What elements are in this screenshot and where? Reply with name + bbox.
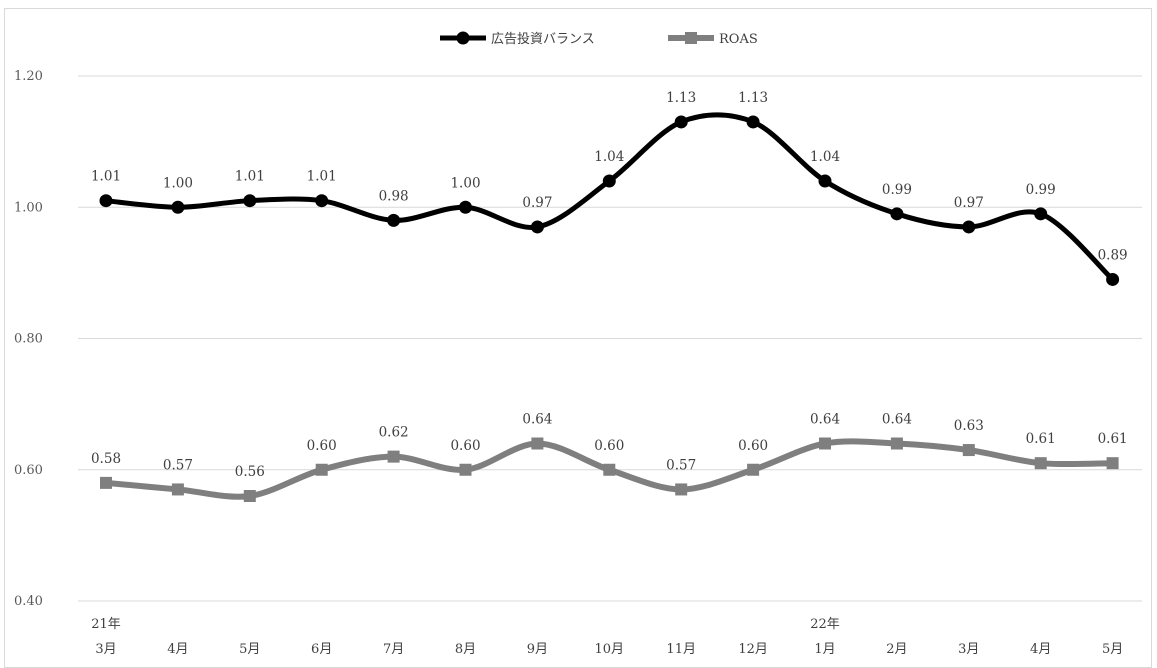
data-label-roas: 0.57 xyxy=(666,457,696,473)
data-point-roas xyxy=(1035,457,1047,469)
data-label-roas: 0.63 xyxy=(954,418,984,434)
data-point-roas xyxy=(747,464,759,476)
data-point-balance xyxy=(531,220,544,233)
legend-marker-roas xyxy=(685,32,697,44)
data-point-roas xyxy=(675,483,687,495)
data-label-balance: 0.99 xyxy=(1026,182,1056,198)
data-label-roas: 0.61 xyxy=(1098,431,1128,447)
x-tick-label: 11月 xyxy=(666,642,696,657)
data-label-roas: 0.62 xyxy=(379,425,409,441)
y-tick-label: 1.00 xyxy=(14,200,43,215)
data-point-balance xyxy=(890,207,903,220)
y-tick-label: 0.60 xyxy=(14,463,43,478)
data-label-roas: 0.60 xyxy=(450,438,480,454)
x-tick-label: 1月 xyxy=(814,642,835,657)
data-point-roas xyxy=(460,464,472,476)
data-label-roas: 0.57 xyxy=(163,457,193,473)
x-tick-label: 3月 xyxy=(95,642,116,657)
x-tick-label: 4月 xyxy=(1030,642,1051,657)
legend-label-balance: 広告投資バランス xyxy=(491,31,595,47)
data-point-balance xyxy=(747,115,760,128)
data-point-roas xyxy=(100,477,112,489)
data-label-roas: 0.60 xyxy=(307,438,337,454)
data-label-balance: 1.01 xyxy=(235,169,265,185)
data-point-roas xyxy=(1107,457,1119,469)
data-label-roas: 0.56 xyxy=(235,464,265,480)
data-point-balance xyxy=(243,194,256,207)
data-labels: 1.01 1.00 1.01 1.01 0.98 1.00 0.97 1.04 1.13 1.13… xyxy=(91,90,1128,480)
legend: 広告投資バランス ROAS xyxy=(440,31,758,47)
data-label-roas: 0.64 xyxy=(810,412,840,428)
x-axis-ticks: 21年 3月 4月 5月 6月 7月 8月 9月 10月 11月 12月 22年 1月 2月 3月 4月 5月 xyxy=(91,617,1123,657)
x-tick-year-label: 21年 xyxy=(91,617,121,632)
data-label-roas: 0.58 xyxy=(91,451,121,467)
x-tick-label: 6月 xyxy=(311,642,332,657)
data-label-balance: 1.04 xyxy=(594,149,624,165)
data-label-roas: 0.60 xyxy=(738,438,768,454)
x-tick-label: 4月 xyxy=(167,642,188,657)
data-label-balance: 0.97 xyxy=(954,195,984,211)
x-tick-label: 9月 xyxy=(527,642,548,657)
y-tick-label: 0.80 xyxy=(14,332,43,347)
data-label-balance: 0.98 xyxy=(379,188,409,204)
data-label-roas: 0.60 xyxy=(594,438,624,454)
data-label-balance: 1.04 xyxy=(810,149,840,165)
legend-marker-balance xyxy=(457,32,470,45)
x-tick-label: 10月 xyxy=(595,642,625,657)
y-tick-label: 0.40 xyxy=(14,594,43,609)
x-tick-year-label: 22年 xyxy=(810,617,840,632)
x-tick-label: 8月 xyxy=(455,642,476,657)
y-tick-label: 1.20 xyxy=(14,69,43,84)
x-tick-label: 5月 xyxy=(239,642,260,657)
data-point-roas xyxy=(316,464,328,476)
data-point-roas xyxy=(388,451,400,463)
data-point-balance xyxy=(603,175,616,188)
data-point-roas xyxy=(244,490,256,502)
y-axis-ticks: 0.40 0.60 0.80 1.00 1.20 xyxy=(14,69,43,609)
data-point-balance xyxy=(171,201,184,214)
legend-label-roas: ROAS xyxy=(719,32,758,47)
x-tick-label: 7月 xyxy=(383,642,404,657)
data-point-roas xyxy=(819,438,831,450)
data-label-balance: 1.13 xyxy=(738,90,768,106)
data-point-balance xyxy=(962,220,975,233)
data-point-roas xyxy=(172,483,184,495)
x-tick-label: 5月 xyxy=(1102,642,1123,657)
data-label-roas: 0.61 xyxy=(1026,431,1056,447)
data-point-roas xyxy=(603,464,615,476)
data-label-balance: 1.00 xyxy=(450,175,480,191)
data-label-balance: 1.01 xyxy=(91,169,121,185)
data-point-roas xyxy=(891,438,903,450)
data-point-balance xyxy=(1106,273,1119,286)
data-label-balance: 0.99 xyxy=(882,182,912,198)
data-label-balance: 0.97 xyxy=(522,195,552,211)
x-tick-label: 3月 xyxy=(958,642,979,657)
data-label-balance: 1.00 xyxy=(163,175,193,191)
data-point-balance xyxy=(675,115,688,128)
data-point-roas xyxy=(963,444,975,456)
data-point-balance xyxy=(459,201,472,214)
data-point-balance xyxy=(387,214,400,227)
data-point-balance xyxy=(315,194,328,207)
x-tick-label: 2月 xyxy=(886,642,907,657)
x-tick-label: 12月 xyxy=(738,642,768,657)
data-point-balance xyxy=(819,175,832,188)
data-point-roas xyxy=(531,438,543,450)
data-label-balance: 1.13 xyxy=(666,90,696,106)
data-label-balance: 1.01 xyxy=(307,169,337,185)
data-label-roas: 0.64 xyxy=(882,412,912,428)
data-point-balance xyxy=(1034,207,1047,220)
data-point-balance xyxy=(100,194,113,207)
data-label-balance: 0.89 xyxy=(1098,247,1128,263)
data-label-roas: 0.64 xyxy=(522,412,552,428)
